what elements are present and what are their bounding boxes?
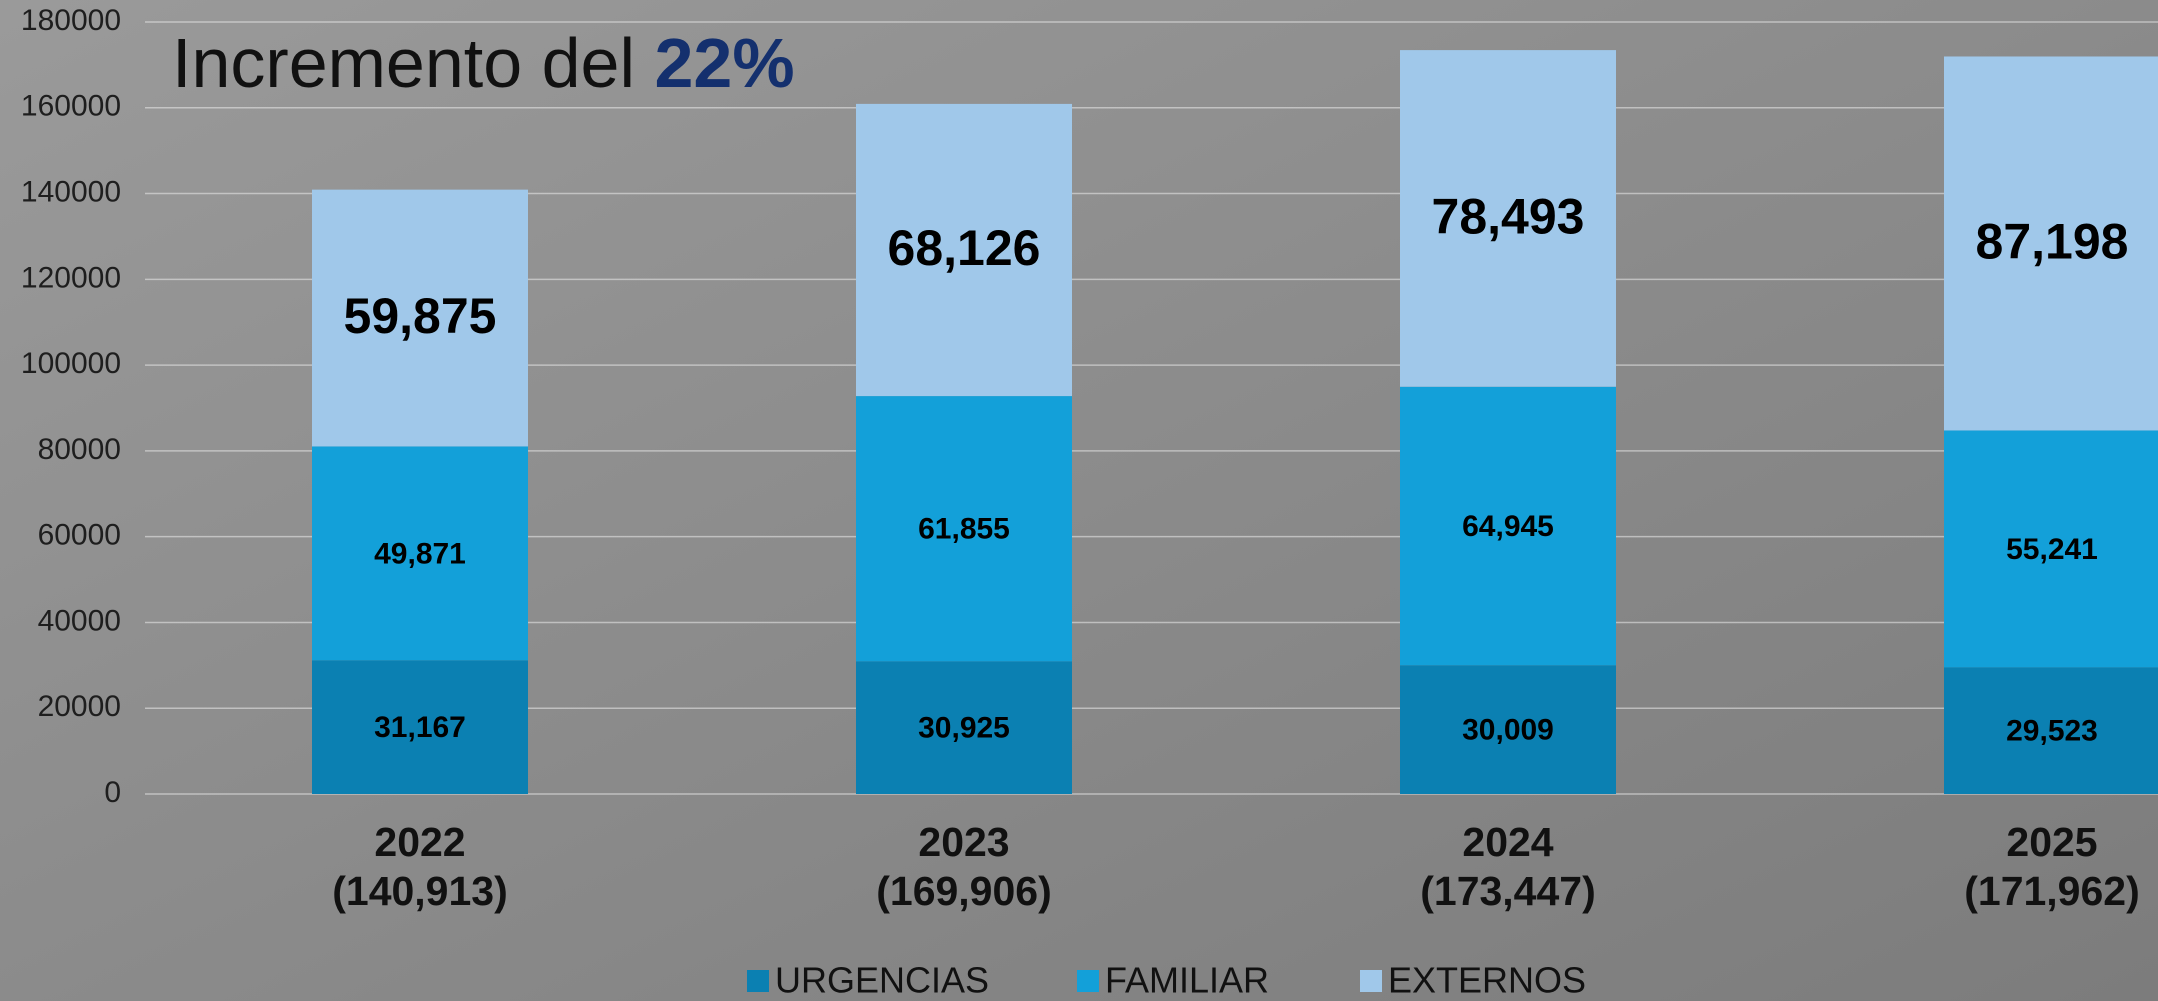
y-tick-label: 180000 <box>21 4 121 37</box>
bar-segment <box>1944 667 2158 794</box>
bar-segment <box>1944 56 2158 431</box>
value-label: 61,855 <box>918 513 1010 546</box>
legend-label: FAMILIAR <box>1105 960 1269 1001</box>
y-tick-label: 160000 <box>21 90 121 123</box>
bar-segment <box>856 661 1072 794</box>
title-highlight: 22% <box>655 24 795 102</box>
bar-segment <box>1400 386 1616 666</box>
value-label: 30,925 <box>918 712 1010 745</box>
value-label: 87,198 <box>1976 214 2129 270</box>
y-tick-label: 40000 <box>38 604 121 637</box>
value-label: 64,945 <box>1462 510 1554 543</box>
y-tick-label: 20000 <box>38 690 121 723</box>
legend-label: EXTERNOS <box>1388 960 1586 1001</box>
legend-label: URGENCIAS <box>775 960 989 1001</box>
y-tick-label: 0 <box>104 776 121 809</box>
chart-title: Incremento del 22% <box>172 24 795 102</box>
y-tick-label: 120000 <box>21 261 121 294</box>
category-total: (169,906) <box>876 868 1052 914</box>
y-tick-label: 140000 <box>21 175 121 208</box>
plot-area: 0 20000 40000 60000 80000 100000 120000 140000 1… <box>21 4 2158 1001</box>
bar-segment <box>312 660 528 794</box>
value-label: 55,241 <box>2006 533 2098 566</box>
x-tick-label: 2024 <box>1462 819 1553 865</box>
y-tick-label: 60000 <box>38 519 121 552</box>
y-tick-label: 80000 <box>38 433 121 466</box>
bar-segment <box>1944 430 2158 668</box>
x-tick-label: 2022 <box>374 819 465 865</box>
value-label: 31,167 <box>374 711 466 744</box>
value-label: 49,871 <box>374 537 466 570</box>
x-tick-label: 2023 <box>918 819 1009 865</box>
bar-segment <box>856 396 1072 662</box>
bar-segment <box>312 446 528 661</box>
title-text: Incremento del <box>172 24 635 102</box>
bar-segment <box>1400 50 1616 387</box>
x-tick-label: 2025 <box>2006 819 2097 865</box>
bar-segment <box>1400 665 1616 794</box>
legend-swatch <box>1077 970 1099 992</box>
legend-swatch <box>747 970 769 992</box>
value-label: 30,009 <box>1462 714 1554 747</box>
category-total: (173,447) <box>1420 868 1596 914</box>
category-total: (140,913) <box>332 868 508 914</box>
value-label: 78,493 <box>1432 189 1585 245</box>
value-label: 68,126 <box>888 220 1041 276</box>
value-label: 59,875 <box>344 288 497 344</box>
legend-swatch <box>1360 970 1382 992</box>
value-label: 29,523 <box>2006 715 2098 748</box>
y-tick-label: 100000 <box>21 347 121 380</box>
bar-segment <box>856 103 1072 397</box>
category-total: (171,962) <box>1964 868 2140 914</box>
bar-segment <box>312 189 528 447</box>
